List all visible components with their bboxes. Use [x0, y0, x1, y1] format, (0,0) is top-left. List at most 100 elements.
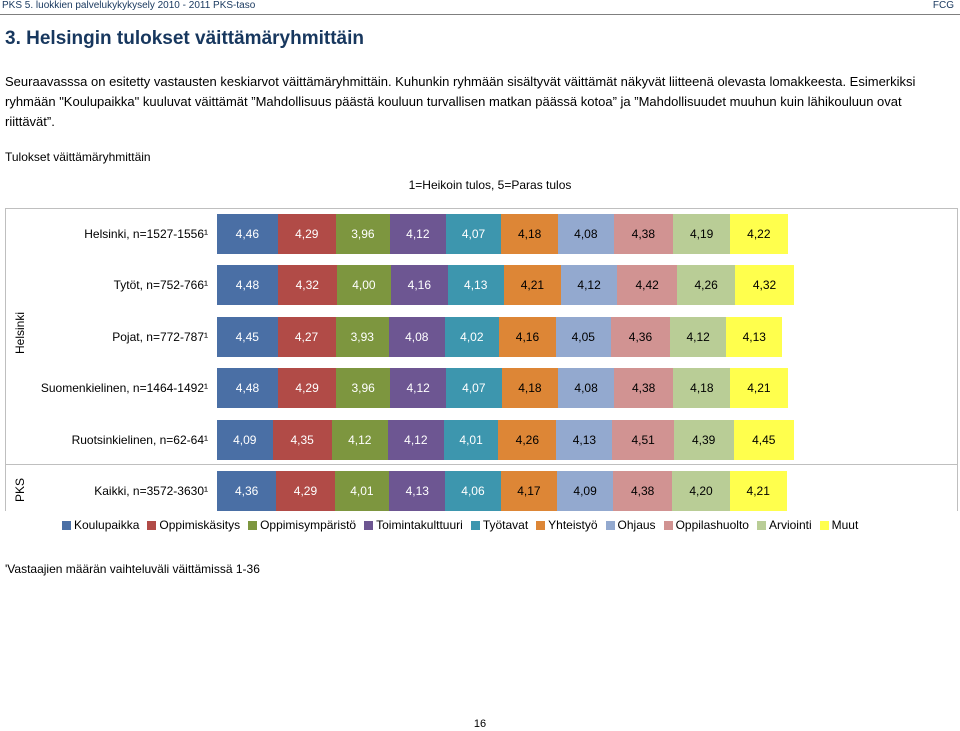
data-label: 4,29	[295, 381, 319, 396]
data-label: 4,09	[573, 484, 597, 498]
bar-segment	[501, 214, 559, 254]
bar-segment	[735, 265, 794, 306]
data-label: 4,17	[517, 484, 541, 498]
intro-paragraph: Seuraavasssa on esitetty vastausten kesk…	[5, 72, 950, 132]
header-right-text: FCG	[932, 0, 954, 11]
bar-segment	[446, 368, 502, 409]
bar-segment	[617, 265, 678, 306]
bar-segment	[503, 265, 562, 306]
bar-segment	[612, 471, 673, 511]
bar-segment	[277, 368, 337, 409]
legend-label: Koulupaikka	[74, 518, 140, 532]
data-label: 4,13	[405, 484, 429, 498]
category-label: Ruotsinkielinen, n=62-64¹	[71, 432, 208, 447]
chart-title: Tulokset väittämäryhmittäin	[5, 150, 151, 164]
bar-segment	[336, 265, 392, 306]
category-label: Suomenkielinen, n=1464-1492¹	[40, 381, 208, 396]
category-label: Pojat, n=772-787¹	[112, 329, 208, 344]
data-label: 4,29	[295, 227, 319, 241]
data-label: 4,48	[235, 278, 260, 293]
bar-segment	[730, 368, 788, 409]
legend-label: Työtavat	[482, 518, 529, 532]
bar-segment	[390, 368, 447, 409]
data-label: 4,21	[747, 381, 771, 396]
bar-segment	[561, 265, 618, 306]
bar-segment	[556, 419, 613, 460]
data-label: 4,36	[234, 484, 259, 498]
data-label: 4,12	[404, 432, 428, 447]
data-label: 4,32	[295, 278, 319, 293]
legend-swatch	[756, 521, 766, 530]
legend-item: Oppimisympäristö	[248, 518, 356, 532]
data-label: 4,07	[462, 381, 486, 396]
data-label: 4,26	[694, 278, 718, 293]
legend-swatch	[605, 521, 615, 530]
data-label: 4,12	[406, 381, 430, 396]
bar-segment	[217, 419, 273, 460]
data-label: 3,96	[351, 227, 375, 241]
bar-segment	[336, 214, 390, 254]
bar-segment	[733, 419, 795, 460]
page-number: 16	[473, 718, 487, 730]
page-heading: 3. Helsingin tulokset väittämäryhmittäin	[5, 28, 364, 49]
bar-segment	[277, 214, 336, 254]
bar-segment	[391, 265, 448, 306]
data-label: 4,01	[350, 484, 374, 498]
data-label: 4,36	[628, 329, 653, 344]
data-label: 4,08	[574, 227, 598, 241]
data-label: 4,29	[293, 484, 318, 498]
bar-segment	[612, 419, 674, 460]
legend-item: Yhteistyö	[536, 518, 598, 532]
group-label: Helsinki	[13, 311, 27, 354]
bar-segment	[558, 368, 614, 409]
bar-segment	[443, 419, 499, 460]
legend-swatch	[364, 521, 374, 530]
data-label: 4,16	[515, 329, 540, 344]
intro-line: Seuraavasssa on esitetty vastausten kesk…	[5, 74, 916, 89]
bar-segment	[613, 368, 674, 409]
legend-label: Oppimiskäsitys	[159, 518, 241, 532]
data-label: 4,07	[461, 227, 486, 241]
legend-item: Oppimiskäsitys	[147, 518, 240, 532]
bar-segment	[387, 419, 444, 460]
legend-label: Toimintakulttuuri	[376, 518, 463, 532]
data-label: 4,08	[405, 329, 429, 344]
bar-segment	[557, 471, 613, 511]
data-label: 4,45	[752, 432, 776, 447]
chart-legend: Koulupaikka Oppimiskäsitys Oppimisympärist…	[62, 518, 866, 532]
data-label: 4,45	[235, 329, 259, 344]
legend-item: Muut	[819, 518, 858, 532]
data-label: 4,38	[631, 381, 656, 396]
data-label: 4,05	[571, 329, 595, 344]
data-label: 4,46	[235, 227, 259, 241]
chart-subtitle: 1=Heikoin tulos, 5=Paras tulos	[408, 178, 572, 192]
data-label: 4,48	[235, 381, 260, 396]
data-label: 4,20	[689, 484, 713, 498]
data-label: 4,12	[577, 278, 601, 293]
data-label: 4,13	[742, 329, 766, 344]
legend-swatch	[147, 521, 157, 530]
legend-swatch	[470, 521, 480, 530]
bar-segment	[217, 471, 277, 511]
data-label: 4,38	[630, 484, 655, 498]
bar-segment	[217, 316, 278, 357]
bar-segment	[276, 471, 335, 511]
bar-segment	[730, 214, 788, 254]
bar-segment	[610, 316, 671, 357]
bar-segment	[498, 419, 557, 460]
category-label: Kaikki, n=3572-3630¹	[94, 484, 208, 498]
bar-segment	[672, 471, 730, 511]
bar-segment	[331, 419, 388, 460]
bar-segment	[501, 368, 559, 409]
data-label: 4,26	[515, 432, 540, 447]
data-label: 3,96	[351, 381, 375, 396]
data-label: 4,38	[631, 227, 656, 241]
footnote: 'Vastaajien määrän vaihteluväli väittämi…	[5, 562, 260, 576]
bar-segment	[670, 316, 727, 357]
legend-swatch	[248, 521, 258, 530]
data-label: 4,42	[635, 278, 659, 293]
data-label: 4,01	[459, 432, 483, 447]
data-label: 3,93	[350, 329, 374, 344]
data-label: 4,21	[520, 278, 545, 293]
plot-area	[5, 208, 958, 511]
